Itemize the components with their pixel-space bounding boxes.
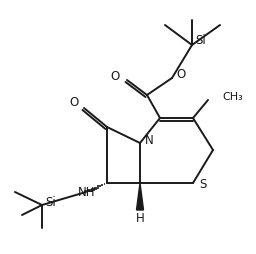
Text: Si: Si xyxy=(46,196,56,209)
Text: H: H xyxy=(136,212,144,225)
Text: N: N xyxy=(145,134,153,147)
Text: CH₃: CH₃ xyxy=(222,92,243,102)
Text: O: O xyxy=(110,70,120,83)
Text: O: O xyxy=(69,96,79,108)
Polygon shape xyxy=(136,183,144,210)
Text: O: O xyxy=(176,68,186,81)
Text: Si: Si xyxy=(196,35,206,47)
Text: NH: NH xyxy=(78,185,95,198)
Text: S: S xyxy=(199,179,207,192)
